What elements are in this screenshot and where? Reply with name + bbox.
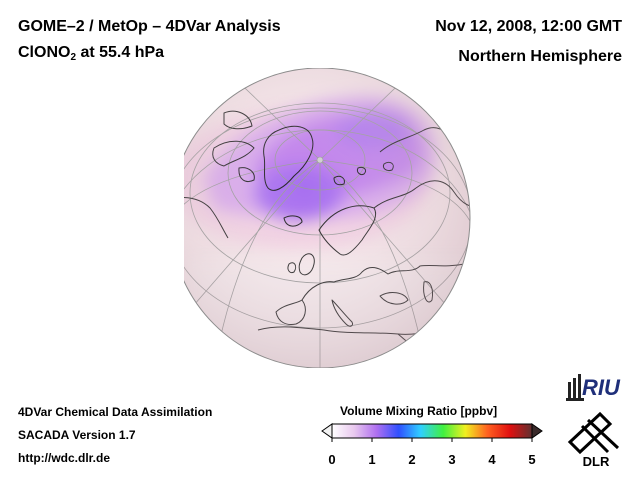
colorbar-tick-label: 4: [488, 452, 496, 467]
footer-url: http://wdc.dlr.de: [18, 451, 110, 465]
colorbar-tick-label: 5: [528, 452, 535, 467]
dlr-logo: DLR: [567, 411, 620, 469]
colorbar-tick-label: 0: [328, 452, 335, 467]
globe-map: [184, 68, 471, 368]
riu-building-icon: [566, 374, 584, 401]
region-label: Northern Hemisphere: [458, 48, 622, 65]
colorbar-tick-label: 2: [408, 452, 415, 467]
colorbar: 0 1 2 3 4 5: [321, 423, 543, 467]
colorbar-tick-label: 3: [448, 452, 455, 467]
colorbar-under-arrow: [321, 423, 333, 439]
riu-logo: RIU: [566, 374, 621, 401]
footer-line1: 4DVar Chemical Data Assimilation: [18, 405, 213, 419]
colorbar-tick-label: 1: [368, 452, 375, 467]
globe-outline: [184, 68, 471, 368]
dlr-text: DLR: [583, 454, 610, 469]
dlr-wing-icon: [567, 411, 620, 455]
colorbar-ramp: [331, 423, 533, 439]
footer-line2: SACADA Version 1.7: [18, 428, 136, 442]
species-label: ClONO2 at 55.4 hPa: [18, 44, 165, 63]
riu-text: RIU: [582, 375, 621, 400]
datetime-label: Nov 12, 2008, 12:00 GMT: [435, 18, 622, 35]
title-line1: GOME–2 / MetOp – 4DVar Analysis: [18, 18, 281, 35]
colorbar-title: Volume Mixing Ratio [ppbv]: [340, 404, 498, 418]
colorbar-over-arrow: [531, 423, 543, 439]
